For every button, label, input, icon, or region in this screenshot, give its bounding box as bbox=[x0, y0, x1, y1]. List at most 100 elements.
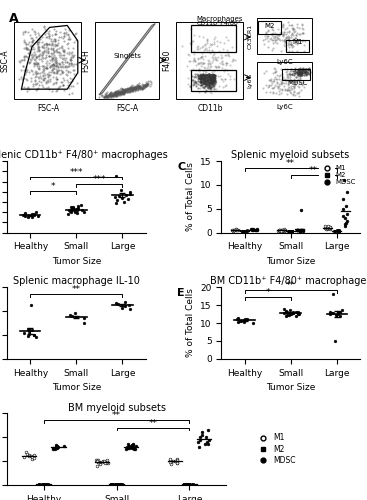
Point bbox=[195, 75, 200, 83]
Point bbox=[29, 34, 35, 42]
Point bbox=[50, 80, 55, 88]
Point bbox=[228, 62, 233, 70]
Point bbox=[200, 74, 206, 82]
Point bbox=[205, 60, 211, 68]
Point bbox=[36, 38, 41, 46]
Point bbox=[23, 42, 29, 50]
Point bbox=[65, 30, 71, 38]
Point bbox=[204, 70, 210, 78]
Point bbox=[191, 54, 197, 62]
Point bbox=[186, 51, 192, 59]
Point bbox=[303, 70, 309, 78]
Point bbox=[208, 73, 214, 81]
Point bbox=[210, 70, 215, 78]
Point bbox=[36, 55, 42, 63]
Point bbox=[40, 75, 46, 83]
Point bbox=[306, 68, 312, 76]
Point bbox=[69, 48, 75, 56]
Point bbox=[57, 28, 62, 36]
Point bbox=[281, 309, 287, 317]
Point bbox=[66, 58, 72, 66]
Point bbox=[208, 77, 214, 85]
Point bbox=[37, 72, 43, 80]
Point bbox=[284, 311, 290, 319]
Point bbox=[292, 78, 298, 86]
Point bbox=[129, 83, 135, 91]
Point bbox=[23, 44, 29, 52]
Point bbox=[53, 443, 59, 451]
Point bbox=[49, 40, 55, 48]
Point bbox=[207, 49, 213, 57]
Point bbox=[203, 44, 209, 52]
Point bbox=[111, 92, 117, 100]
Point bbox=[210, 74, 216, 82]
Point bbox=[286, 32, 292, 40]
Point bbox=[168, 460, 174, 468]
Point bbox=[207, 76, 213, 84]
Point bbox=[195, 80, 201, 88]
Point bbox=[121, 88, 127, 96]
Point bbox=[120, 88, 126, 96]
Point bbox=[195, 76, 200, 84]
Point bbox=[199, 60, 205, 68]
Point bbox=[295, 226, 301, 234]
Point bbox=[206, 71, 212, 79]
Point bbox=[206, 77, 211, 85]
Point bbox=[291, 78, 297, 86]
Point bbox=[195, 438, 201, 446]
Point bbox=[133, 85, 139, 93]
Point bbox=[286, 228, 291, 235]
Point bbox=[45, 48, 51, 56]
Point bbox=[203, 72, 209, 80]
Point bbox=[298, 70, 304, 78]
Point bbox=[112, 90, 118, 98]
Point bbox=[332, 227, 338, 235]
Point bbox=[128, 84, 134, 92]
Point bbox=[53, 64, 59, 72]
Point bbox=[41, 64, 47, 72]
Point bbox=[113, 480, 119, 488]
Point bbox=[203, 80, 209, 88]
Point bbox=[229, 43, 235, 51]
Point bbox=[69, 90, 75, 98]
Point bbox=[287, 86, 292, 94]
Point bbox=[201, 78, 207, 86]
Point bbox=[124, 85, 130, 93]
Point bbox=[109, 88, 115, 96]
Point bbox=[207, 70, 213, 78]
Point bbox=[121, 88, 127, 96]
Point bbox=[196, 74, 201, 82]
Point bbox=[207, 76, 213, 84]
Point bbox=[207, 74, 212, 82]
Point bbox=[54, 60, 59, 68]
Point bbox=[205, 426, 211, 434]
Point bbox=[299, 30, 305, 38]
Point bbox=[204, 64, 210, 72]
Point bbox=[277, 85, 283, 93]
Point bbox=[269, 36, 275, 44]
Point bbox=[281, 28, 287, 36]
Point bbox=[50, 68, 56, 76]
Point bbox=[339, 306, 345, 314]
Point bbox=[196, 65, 201, 73]
Point bbox=[49, 40, 55, 48]
Point bbox=[206, 78, 211, 86]
Point bbox=[207, 72, 212, 80]
Point bbox=[210, 74, 216, 82]
Point bbox=[70, 205, 76, 213]
Point bbox=[202, 77, 208, 85]
Point bbox=[32, 68, 38, 76]
Point bbox=[263, 29, 269, 37]
Point bbox=[101, 92, 107, 100]
Point bbox=[35, 52, 41, 60]
Point bbox=[211, 74, 217, 82]
Point bbox=[198, 77, 204, 85]
Point bbox=[205, 71, 211, 79]
Point bbox=[117, 88, 123, 96]
Point bbox=[128, 84, 134, 92]
Point bbox=[109, 90, 115, 98]
Point bbox=[210, 76, 216, 84]
Point bbox=[273, 66, 279, 74]
Point bbox=[54, 69, 60, 77]
Point bbox=[33, 54, 39, 62]
